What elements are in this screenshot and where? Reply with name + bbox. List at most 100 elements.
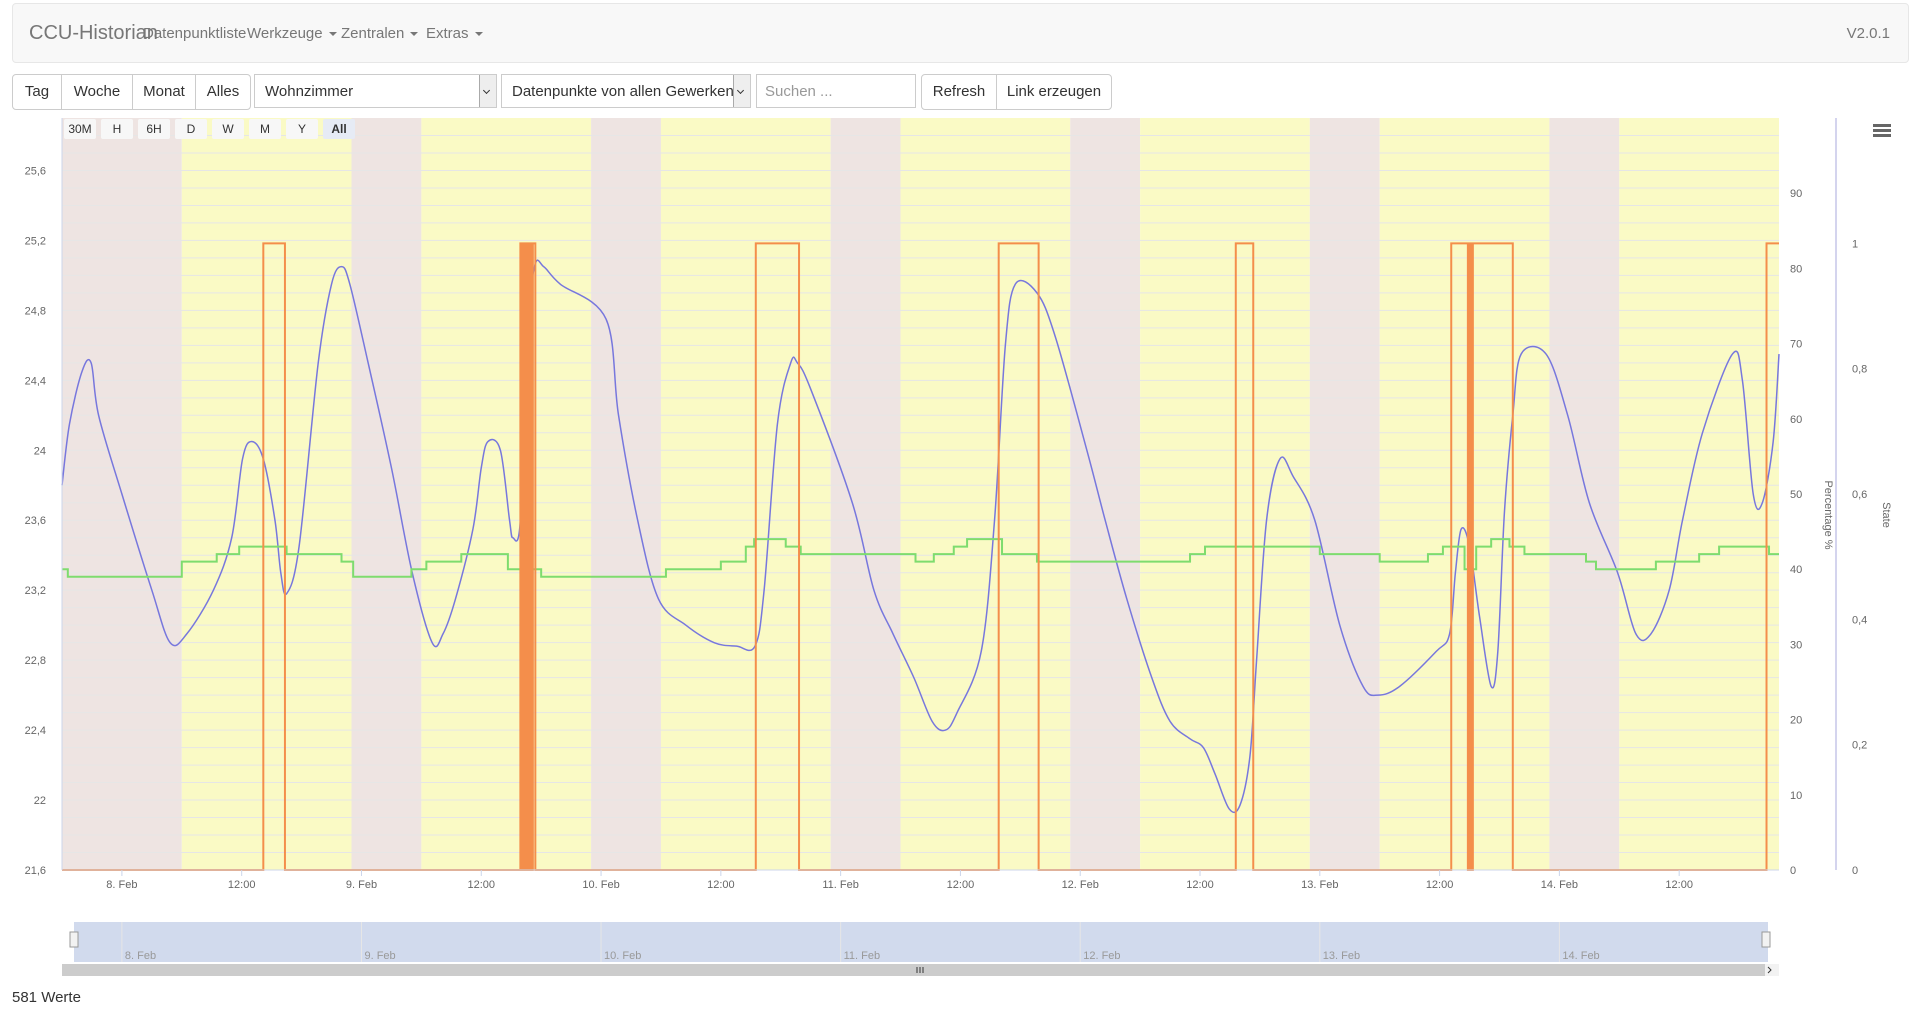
x-tick-label: 8. Feb (106, 879, 137, 891)
series-line-left (61, 259, 1780, 814)
y-state-tick-label: 0,2 (1852, 740, 1867, 752)
chevron-down-icon (410, 32, 419, 37)
x-tick-label: 12:00 (947, 879, 975, 891)
x-tick-label: 11. Feb (822, 879, 859, 891)
search-input[interactable]: Suchen ... (756, 74, 916, 108)
y-left-tick-label: 24 (34, 445, 46, 457)
range-tag-button[interactable]: Tag (12, 74, 62, 110)
y-left-tick-label: 21,6 (25, 865, 46, 877)
nav-zentralen-label: Zentralen (341, 25, 405, 42)
x-tick-label: 12:00 (1665, 879, 1693, 891)
zoom-button-bg[interactable] (64, 119, 96, 139)
y-left-tick-label: 25,2 (25, 235, 46, 247)
scrollbar-thumb[interactable] (62, 964, 1765, 976)
y-percent-tick-label: 70 (1790, 339, 1802, 351)
night-band (351, 118, 422, 870)
y-left-tick-label: 24,4 (25, 375, 46, 387)
chevron-down-icon (328, 32, 337, 37)
series-line-percent (62, 538, 1779, 578)
zoom-button-bg[interactable] (249, 119, 281, 139)
gridlines (62, 134, 1779, 871)
y-percent-tick-label: 50 (1790, 489, 1802, 501)
value-count: 581 Werte (12, 989, 81, 1006)
x-tick-label: 9. Feb (346, 879, 377, 891)
y-percent-tick-label: 20 (1790, 715, 1802, 727)
day-band (660, 118, 831, 870)
y-left-tick-label: 23,2 (25, 585, 46, 597)
zoom-button-m[interactable]: M (260, 122, 270, 136)
navigator-selection[interactable] (74, 922, 1768, 962)
link-erzeugen-button[interactable]: Link erzeugen (996, 74, 1112, 110)
y-state-tick-label: 1 (1852, 238, 1858, 250)
series-lines (61, 242, 1780, 871)
y-percent-tick-label: 30 (1790, 639, 1802, 651)
zoom-button-bg[interactable] (212, 119, 244, 139)
nav-zentralen[interactable]: Zentralen (341, 25, 419, 42)
zoom-button-bg[interactable] (286, 119, 318, 139)
navigator-label: 10. Feb (604, 950, 641, 962)
navigator-label: 9. Feb (364, 950, 395, 962)
x-tick-label: 12:00 (1186, 879, 1214, 891)
version-label: V2.0.1 (1846, 25, 1890, 42)
x-tick-label: 13. Feb (1301, 879, 1338, 891)
zoom-button-bg[interactable] (101, 119, 133, 139)
brand-title[interactable]: CCU-Historian (29, 22, 158, 44)
nav-werkzeuge-label: Werkzeuge (247, 25, 323, 42)
day-night-bands (62, 118, 1779, 870)
zoom-button-bg[interactable] (175, 119, 207, 139)
room-select[interactable]: Wohnzimmer (254, 74, 497, 108)
x-tick-label: 12:00 (228, 879, 256, 891)
y-left-tick-label: 23,6 (25, 515, 46, 527)
navbar: CCU-Historian Datenpunktliste Werkzeuge … (12, 3, 1909, 63)
range-woche-button[interactable]: Woche (61, 74, 133, 110)
day-band (1619, 118, 1779, 870)
y-left-tick-label: 22,8 (25, 655, 46, 667)
room-select-value: Wohnzimmer (265, 83, 354, 100)
night-band (1070, 118, 1141, 870)
nav-extras[interactable]: Extras (426, 25, 483, 42)
y-percent-tick-label: 60 (1790, 414, 1802, 426)
nav-werkzeuge[interactable]: Werkzeuge (247, 25, 337, 42)
nav-datenpunktliste[interactable]: Datenpunktliste (143, 25, 247, 42)
toolbar: Tag Woche Monat Alles Wohnzimmer Datenpu… (12, 74, 1122, 110)
zoom-button-bg[interactable] (323, 119, 355, 139)
range-monat-button[interactable]: Monat (132, 74, 196, 110)
zoom-button-h[interactable]: H (113, 122, 122, 136)
navigator-handle-right[interactable] (1761, 931, 1771, 948)
chart-menu-icon[interactable] (1873, 124, 1891, 138)
x-tick-label: 14. Feb (1541, 879, 1578, 891)
y-left-tick-label: 24,8 (25, 305, 46, 317)
chevron-right-icon[interactable] (1767, 966, 1772, 974)
x-tick-label: 12:00 (1426, 879, 1454, 891)
zoom-button-all[interactable]: All (331, 122, 346, 136)
navigator-handle-left[interactable] (69, 931, 79, 948)
y-percent-tick-label: 90 (1790, 188, 1802, 200)
y-state-tick-label: 0 (1852, 865, 1858, 877)
zoom-button-6h[interactable]: 6H (146, 122, 161, 136)
navigator-label: 13. Feb (1323, 950, 1360, 962)
y-percent-tick-label: 80 (1790, 263, 1802, 275)
zoom-button-d[interactable]: D (187, 122, 196, 136)
range-alles-button[interactable]: Alles (195, 74, 251, 110)
axes: 21,6 22 22,4 22,8 23,2 23,6 24 24,4 24,8 25,2 25,6… (25, 118, 1892, 891)
night-band (830, 118, 901, 870)
trade-select-value: Datenpunkte von allen Gewerken (512, 83, 734, 100)
refresh-button[interactable]: Refresh (921, 74, 997, 110)
zoom-buttons: 30M H 6H D W M Y All (64, 119, 355, 139)
nav-extras-label: Extras (426, 25, 469, 42)
y-state-tick-label: 0,6 (1852, 489, 1867, 501)
y-state-axis-title: State (1880, 502, 1892, 528)
night-band (591, 118, 661, 870)
trade-select[interactable]: Datenpunkte von allen Gewerken (501, 74, 751, 108)
y-percent-tick-label: 10 (1790, 790, 1802, 802)
history-chart: 30M H 6H D W M Y All 21,6 22 22,4 22,8 23,2 23,6 24 24… (25, 118, 1892, 976)
zoom-button-y[interactable]: Y (298, 122, 306, 136)
navigator-label: 14. Feb (1562, 950, 1599, 962)
zoom-button-30m[interactable]: 30M (68, 122, 91, 136)
zoom-button-w[interactable]: W (222, 122, 234, 136)
y-percent-axis-title: Percentage % (1822, 480, 1834, 549)
x-tick-label: 12. Feb (1062, 879, 1099, 891)
y-state-tick-label: 0,8 (1852, 364, 1867, 376)
x-tick-label: 12:00 (707, 879, 735, 891)
zoom-button-bg[interactable] (138, 119, 170, 139)
